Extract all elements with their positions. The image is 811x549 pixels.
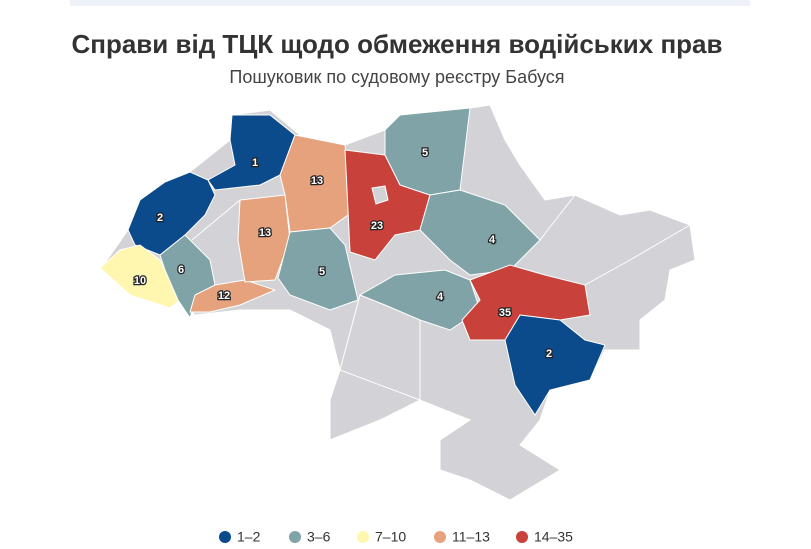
region-border (191, 199, 241, 241)
header-strip (70, 0, 750, 6)
region-label: 4 (437, 291, 444, 303)
region (237, 194, 291, 283)
legend-label: 1–2 (237, 529, 261, 545)
region-border (584, 224, 691, 286)
legend-swatch (219, 531, 231, 543)
region-label: 5 (422, 147, 428, 159)
region-label: 23 (371, 220, 383, 232)
legend-swatch (357, 531, 369, 543)
region (207, 114, 296, 191)
region-label: 13 (259, 227, 271, 239)
legend: 1–2 3–6 7–10 11–13 14–35 (219, 529, 573, 545)
legend-label: 3–6 (307, 529, 331, 545)
region (189, 279, 277, 313)
region-border (539, 194, 576, 241)
region-label: 1 (252, 157, 258, 169)
region-label: 35 (499, 307, 511, 319)
legend-swatch (516, 531, 528, 543)
legend-label: 7–10 (375, 529, 406, 545)
region-label: 5 (319, 266, 325, 278)
region-label: 12 (218, 290, 230, 302)
region-label: 6 (178, 264, 184, 276)
region (504, 314, 606, 416)
legend-label: 14–35 (534, 529, 573, 545)
region-label: 13 (311, 175, 323, 187)
subtitle: Пошуковик по судовому реєстру Бабуся (229, 67, 564, 87)
legend-swatch (289, 531, 301, 543)
region (127, 171, 216, 256)
title: Справи від ТЦК щодо обмеження водійських… (71, 29, 722, 59)
legend-swatch (434, 531, 446, 543)
region (277, 227, 359, 311)
region-label: 2 (157, 212, 163, 224)
city-hole (371, 185, 389, 205)
region-label: 4 (489, 234, 496, 246)
region-label: 2 (546, 348, 552, 360)
legend-label: 11–13 (452, 529, 490, 545)
region-label: 10 (134, 275, 146, 287)
region-border (339, 294, 421, 401)
